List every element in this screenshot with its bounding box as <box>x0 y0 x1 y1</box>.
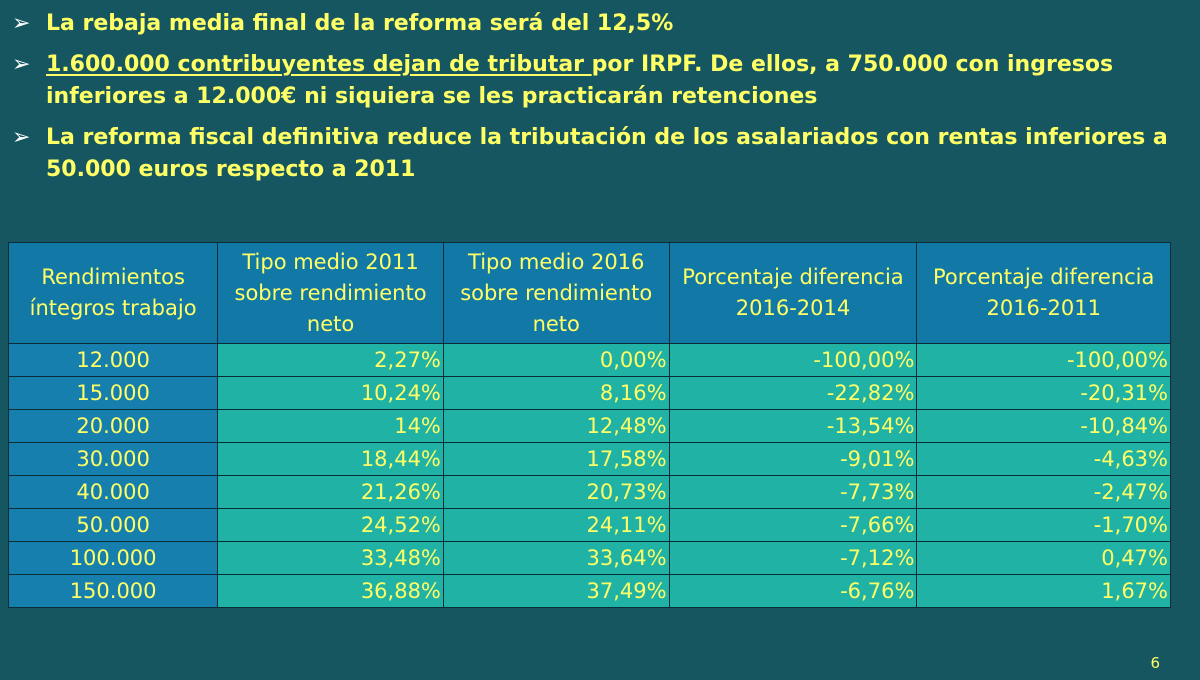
cell-tipo-2016: 8,16% <box>442 376 670 410</box>
cell-tipo-2011: 33,48% <box>217 541 444 575</box>
header-diferencia-2016-2011: Porcentaje diferencia 2016-2011 <box>916 242 1171 344</box>
cell-diferencia-2016-2014: -13,54% <box>668 409 918 443</box>
cell-tipo-2011: 36,88% <box>217 574 444 608</box>
table-row: 50.000 24,52% 24,11% -7,66% -1,70% <box>7 508 1171 542</box>
cell-diferencia-2016-2014: -7,12% <box>668 541 918 575</box>
cell-rendimiento: 150.000 <box>7 574 219 608</box>
cell-diferencia-2016-2014: -7,73% <box>668 475 918 509</box>
bullet-list: ➢ La rebaja media final de la reforma se… <box>12 8 1198 195</box>
cell-tipo-2016: 24,11% <box>442 508 670 542</box>
cell-tipo-2016: 33,64% <box>442 541 670 575</box>
cell-rendimiento: 30.000 <box>7 442 219 476</box>
bullet-text: 1.600.000 contribuyentes dejan de tribut… <box>46 52 1114 109</box>
table-row: 15.000 10,24% 8,16% -22,82% -20,31% <box>7 376 1171 410</box>
arrow-bullet-icon: ➢ <box>12 52 31 77</box>
header-tipo-2016: Tipo medio 2016 sobre rendimiento neto <box>442 242 670 344</box>
cell-tipo-2016: 37,49% <box>442 574 670 608</box>
cell-rendimiento: 12.000 <box>7 343 219 377</box>
cell-diferencia-2016-2011: 0,47% <box>916 541 1171 575</box>
cell-diferencia-2016-2014: -7,66% <box>668 508 918 542</box>
cell-diferencia-2016-2011: -1,70% <box>916 508 1171 542</box>
cell-diferencia-2016-2014: -9,01% <box>668 442 918 476</box>
cell-rendimiento: 15.000 <box>7 376 219 410</box>
cell-diferencia-2016-2011: -20,31% <box>916 376 1171 410</box>
arrow-bullet-icon: ➢ <box>12 125 31 150</box>
underlined-text: 1.600.000 contribuyentes dejan de tribut… <box>46 52 592 77</box>
table-row: 40.000 21,26% 20,73% -7,73% -2,47% <box>7 475 1171 509</box>
header-tipo-2011: Tipo medio 2011 sobre rendimiento neto <box>217 242 444 344</box>
bullet-text: La reforma fiscal definitiva reduce la t… <box>46 125 1168 182</box>
cell-rendimiento: 100.000 <box>7 541 219 575</box>
cell-tipo-2016: 20,73% <box>442 475 670 509</box>
cell-tipo-2016: 12,48% <box>442 409 670 443</box>
table-row: 20.000 14% 12,48% -13,54% -10,84% <box>7 409 1171 443</box>
cell-tipo-2011: 10,24% <box>217 376 444 410</box>
header-rendimientos: Rendimientos íntegros trabajo <box>7 242 219 344</box>
bullet-item: ➢ La rebaja media final de la reforma se… <box>12 8 1198 40</box>
table-row: 150.000 36,88% 37,49% -6,76% 1,67% <box>7 574 1171 608</box>
cell-diferencia-2016-2011: -4,63% <box>916 442 1171 476</box>
cell-tipo-2011: 18,44% <box>217 442 444 476</box>
arrow-bullet-icon: ➢ <box>12 11 31 36</box>
bullet-item: ➢ La reforma fiscal definitiva reduce la… <box>12 122 1198 186</box>
cell-diferencia-2016-2014: -6,76% <box>668 574 918 608</box>
cell-rendimiento: 20.000 <box>7 409 219 443</box>
cell-rendimiento: 40.000 <box>7 475 219 509</box>
table-row: 30.000 18,44% 17,58% -9,01% -4,63% <box>7 442 1171 476</box>
cell-tipo-2011: 21,26% <box>217 475 444 509</box>
table-row: 12.000 2,27% 0,00% -100,00% -100,00% <box>7 343 1171 377</box>
cell-tipo-2016: 0,00% <box>442 343 670 377</box>
cell-diferencia-2016-2014: -22,82% <box>668 376 918 410</box>
cell-diferencia-2016-2011: 1,67% <box>916 574 1171 608</box>
cell-tipo-2016: 17,58% <box>442 442 670 476</box>
cell-diferencia-2016-2014: -100,00% <box>668 343 918 377</box>
bullet-item: ➢ 1.600.000 contribuyentes dejan de trib… <box>12 49 1198 113</box>
cell-diferencia-2016-2011: -100,00% <box>916 343 1171 377</box>
cell-tipo-2011: 2,27% <box>217 343 444 377</box>
table-row: 100.000 33,48% 33,64% -7,12% 0,47% <box>7 541 1171 575</box>
cell-diferencia-2016-2011: -2,47% <box>916 475 1171 509</box>
cell-diferencia-2016-2011: -10,84% <box>916 409 1171 443</box>
tax-comparison-table: Rendimientos íntegros trabajo Tipo medio… <box>7 242 1171 608</box>
bullet-text: La rebaja media final de la reforma será… <box>46 11 674 36</box>
header-diferencia-2016-2014: Porcentaje diferencia 2016-2014 <box>668 242 918 344</box>
cell-tipo-2011: 24,52% <box>217 508 444 542</box>
cell-tipo-2011: 14% <box>217 409 444 443</box>
slide-page-number: 6 <box>1150 654 1160 672</box>
cell-rendimiento: 50.000 <box>7 508 219 542</box>
